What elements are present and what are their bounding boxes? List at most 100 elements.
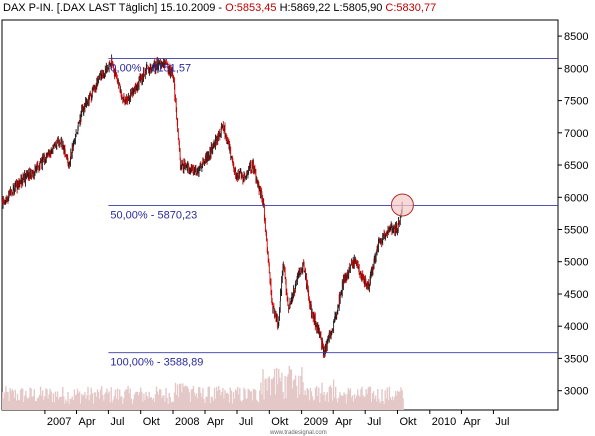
volume-bar <box>124 391 126 410</box>
volume-bar <box>42 390 44 410</box>
y-tick-label: 7000 <box>564 128 588 140</box>
volume-bar <box>402 398 404 410</box>
volume-bar <box>329 385 332 410</box>
volume-bar <box>184 385 186 410</box>
volume-bar <box>339 392 341 410</box>
volume-bar <box>241 401 243 410</box>
volume-bar <box>203 399 205 410</box>
volume-bar <box>105 391 107 410</box>
volume-bar <box>190 389 192 410</box>
volume-bar <box>9 388 11 410</box>
volume-bar <box>384 390 386 410</box>
volume-bar <box>249 391 251 410</box>
volume-bar <box>166 397 168 410</box>
volume-bar <box>346 393 348 410</box>
y-tick-label: 8000 <box>564 63 588 75</box>
x-tick-label: Apr <box>207 416 224 428</box>
volume-bar <box>13 397 15 410</box>
volume-bar <box>322 395 324 410</box>
volume-bar <box>46 389 48 410</box>
volume-bar <box>287 374 289 410</box>
volume-bar <box>38 394 41 410</box>
volume-bar <box>327 402 329 410</box>
volume-bar <box>301 367 303 410</box>
volume-bar <box>5 386 7 410</box>
volume-bar <box>52 393 54 410</box>
volume-bar <box>204 403 206 410</box>
volume-bar <box>148 391 150 410</box>
volume-bar <box>192 385 195 410</box>
x-tick-label: Jul <box>495 416 509 428</box>
volume-bar <box>218 386 220 410</box>
volume-bar <box>180 383 182 410</box>
volume-bar <box>246 398 248 410</box>
volume-bar <box>355 398 357 410</box>
volume-bar <box>271 379 274 410</box>
volume-bar <box>67 392 69 410</box>
volume-bar <box>253 389 256 410</box>
volume-bar <box>234 389 237 410</box>
volume-bar <box>283 398 285 410</box>
volume-bar <box>340 395 342 410</box>
volume-bar <box>391 396 394 410</box>
x-tick-label: 2010 <box>432 416 456 428</box>
volume-bar <box>117 399 120 410</box>
volume-bar <box>11 389 13 410</box>
volume-bar <box>369 386 372 410</box>
volume-bar <box>258 402 260 410</box>
volume-bar <box>37 397 40 410</box>
volume-bar <box>383 403 385 410</box>
volume-bar <box>401 390 403 410</box>
volume-bar <box>75 394 78 410</box>
volume-bar <box>231 403 234 410</box>
volume-bar <box>261 394 263 410</box>
volume-bar <box>267 378 269 410</box>
volume-bar <box>68 403 70 410</box>
volume-bar <box>4 392 6 410</box>
volume-bar <box>279 377 281 410</box>
volume-bar <box>27 399 29 410</box>
volume-bar <box>377 388 379 410</box>
y-tick-label: 3000 <box>564 386 588 398</box>
volume-bar <box>90 387 92 410</box>
volume-bar <box>80 403 82 410</box>
volume-bar <box>179 383 181 410</box>
volume-bar <box>243 387 245 410</box>
volume-bar <box>379 402 381 410</box>
volume-bar <box>136 391 139 410</box>
volume-bar <box>96 389 99 410</box>
volume-bar <box>213 387 216 410</box>
volume-bar <box>317 396 319 410</box>
volume-bar <box>311 396 314 410</box>
volume-bar <box>309 387 312 410</box>
volume-bar <box>122 403 124 410</box>
volume-bar <box>62 387 64 410</box>
volume-bar <box>304 390 306 410</box>
plot-frame <box>1 19 559 411</box>
volume-bar <box>336 398 338 410</box>
volume-bar <box>135 391 138 410</box>
volume-bar <box>372 391 375 410</box>
volume-bar <box>238 394 240 410</box>
volume-bar <box>269 395 271 410</box>
volume-bar <box>285 398 287 410</box>
volume-bar <box>186 386 188 410</box>
volume-bar <box>44 396 46 410</box>
volume-bar <box>380 401 382 410</box>
volume-bar <box>97 391 100 410</box>
volume-bar <box>276 367 278 410</box>
volume-bar <box>273 368 276 410</box>
volume-bar <box>64 403 66 410</box>
volume-bar <box>145 391 147 410</box>
volume-bar <box>128 393 130 410</box>
volume-bar <box>113 395 116 410</box>
volume-bar <box>93 392 96 410</box>
volume-bar <box>371 393 374 410</box>
volume-bar <box>228 402 230 410</box>
volume-bar <box>351 395 354 410</box>
volume-bar <box>389 397 392 410</box>
volume-bar <box>201 396 203 410</box>
volume-bar <box>286 376 288 410</box>
volume-bar <box>188 392 190 410</box>
